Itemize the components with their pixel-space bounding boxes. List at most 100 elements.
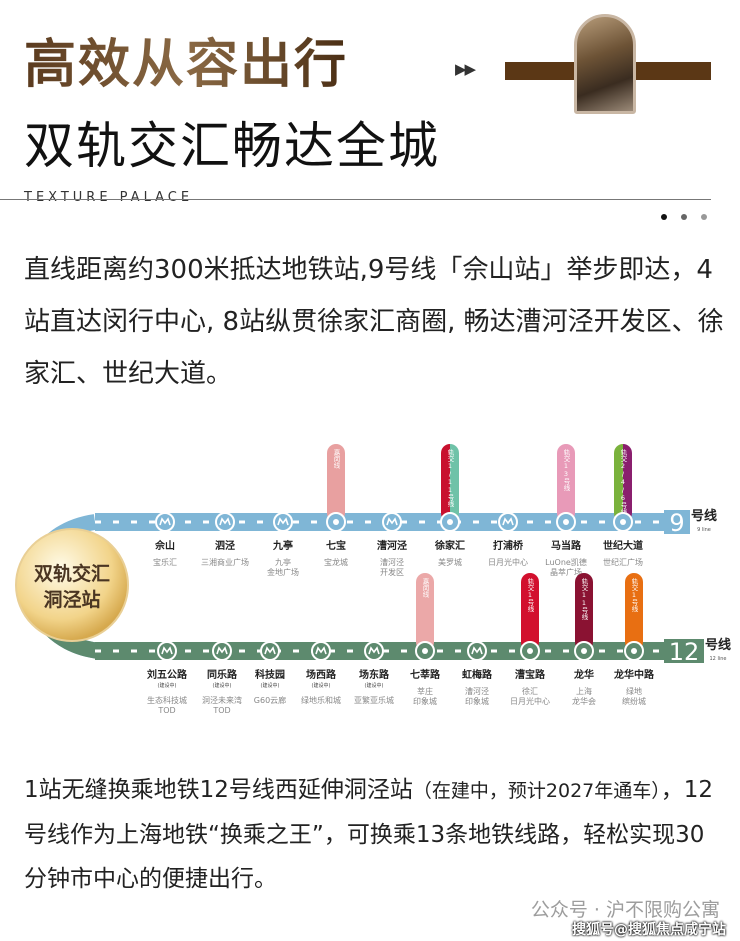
line12-number: 12 [669, 638, 700, 666]
badge-text: 洞泾站 [43, 588, 100, 611]
interchange-dot [527, 648, 533, 654]
subtitle: TEXTURE PALACE [24, 190, 194, 205]
station-name: 七宝 [326, 539, 346, 552]
transfer-text: 轨交1号线 [630, 577, 638, 613]
station-landmark: 印象城 [413, 696, 437, 706]
metro-logo-icon [264, 646, 276, 655]
station-name: 马当路 [551, 539, 582, 552]
metro-logo-icon [161, 646, 173, 655]
station-landmark: 晶萃广场 [550, 567, 582, 577]
station-landmark: 宝龙城 [324, 557, 348, 567]
metro-logo-icon [386, 517, 398, 526]
station-landmark: 绿地乐和城 [301, 695, 341, 705]
station-name: 徐家汇 [434, 539, 465, 552]
interchange-dot [581, 648, 587, 654]
title-line-1: 高效从容出行 [24, 22, 348, 97]
transfer-text: 嘉闵线 [421, 577, 429, 598]
station-name: 场东路 [359, 668, 390, 681]
metro-logo-icon [277, 517, 289, 526]
station-status: (建设中) [261, 682, 280, 689]
station-name: 科技园 [255, 668, 285, 681]
transfer-text: 轨交1号线 [526, 577, 534, 613]
station-name: 七莘路 [410, 668, 441, 681]
station-landmark: 九亭 [275, 557, 291, 567]
station-landmark: 宝乐汇 [153, 557, 177, 567]
station-name: 虹梅路 [462, 668, 493, 681]
transfer-main: 1站无缝换乘地铁12号线西延伸洞泾站 [24, 777, 413, 803]
metro-logo-icon [216, 646, 228, 655]
station-landmark: 日月光中心 [510, 696, 550, 706]
station-name: 同乐路 [207, 668, 238, 681]
station-name: 场西路 [306, 668, 337, 681]
interchange-dot [631, 648, 637, 654]
station-name: 世纪大道 [603, 539, 643, 552]
arch-photo [574, 14, 636, 114]
transfer-pill [327, 444, 345, 522]
transfer-pill [557, 444, 575, 522]
double-arrow-icon: ▶▶ [455, 60, 476, 78]
station-landmark: 上海 [576, 686, 592, 696]
station-name: 九亭 [272, 539, 293, 552]
transfer-text: 轨交11号线 [580, 577, 588, 621]
sohu-watermark: 搜狐号@搜狐焦点咸宁站 [572, 922, 726, 938]
station-badge [15, 528, 129, 642]
page-dot-active [661, 214, 667, 220]
transfer-text: 嘉闵线 [332, 448, 340, 469]
station-landmark: 漕河泾 [380, 557, 404, 567]
line9-label: 号线 [691, 508, 717, 524]
line12-sub: 12 line [710, 656, 727, 662]
station-landmark: TOD [212, 706, 230, 715]
badge-text: 双轨交汇 [34, 562, 110, 585]
metro-logo-icon [471, 646, 483, 655]
station-status: (建设中) [213, 682, 232, 689]
station-landmark: 日月光中心 [488, 557, 528, 567]
station-name: 漕河泾 [377, 539, 407, 552]
station-status: (建设中) [365, 682, 384, 689]
station-landmark: 三湘商业广场 [201, 557, 249, 567]
transfer-text: 轨交13号线 [562, 448, 570, 492]
line9-number: 9 [669, 509, 684, 537]
station-status: (建设中) [312, 682, 331, 689]
station-landmark: 洞泾未来湾 [202, 695, 242, 705]
station-name: 泗泾 [215, 539, 235, 552]
transfer-pill [614, 444, 632, 522]
metro-logo-icon [502, 517, 514, 526]
interchange-dot [447, 519, 453, 525]
station-landmark: 亚繁亚乐城 [354, 695, 394, 705]
title-line-2: 双轨交汇畅达全城 [24, 117, 440, 175]
interchange-dot [620, 519, 626, 525]
station-name: 漕宝路 [515, 668, 546, 681]
transfer-pill [521, 573, 539, 651]
transfer-note: （在建中，预计2027年通车） [412, 780, 661, 802]
metro-logo-icon [315, 646, 327, 655]
station-landmark: 缤纷城 [622, 696, 646, 706]
interchange-dot [422, 648, 428, 654]
line9-sub: 9 line [697, 527, 711, 533]
transfer-text: 轨交2/4/6号线 [619, 448, 627, 516]
station-landmark: 印象城 [465, 696, 489, 706]
station-landmark: 金地广场 [267, 567, 299, 577]
station-name: 龙华 [573, 668, 594, 681]
station-landmark: 绿地 [626, 686, 642, 696]
station-name: 刘五公路 [147, 668, 188, 681]
page-dot [701, 214, 707, 220]
transfer-pill [441, 444, 459, 522]
station-landmark: 开发区 [380, 567, 404, 577]
metro-logo-icon [159, 517, 171, 526]
station-landmark: G60云廊 [254, 695, 286, 705]
interchange-dot [563, 519, 569, 525]
station-landmark: TOD [157, 706, 175, 715]
station-landmark: 漕河泾 [465, 686, 489, 696]
station-landmark: 徐汇 [522, 686, 538, 696]
intro-paragraph: 直线距离约300米抵达地铁站,9号线「佘山站」举步即达，4站直达闵行中心, 8站… [24, 255, 724, 389]
station-landmark: 莘庄 [417, 686, 433, 696]
metro-logo-icon [219, 517, 231, 526]
station-landmark: 世纪汇广场 [603, 557, 643, 567]
page-dot [681, 214, 687, 220]
station-landmark: 美罗城 [438, 557, 462, 567]
wechat-watermark: 公众号 · 沪不限购公寓 [530, 899, 720, 921]
transfer-paragraph: 1站无缝换乘地铁12号线西延伸洞泾站（在建中，预计2027年通车），12号线作为… [24, 768, 724, 901]
station-landmark: 生态科技城 [147, 695, 187, 705]
transfer-pill [416, 573, 434, 651]
divider [0, 199, 711, 200]
